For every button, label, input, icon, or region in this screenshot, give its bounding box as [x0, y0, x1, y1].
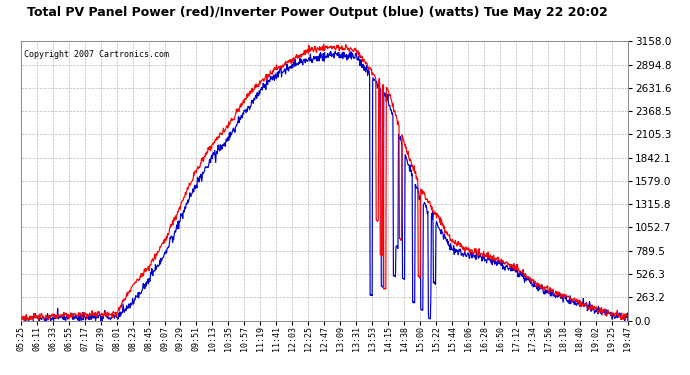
Text: Copyright 2007 Cartronics.com: Copyright 2007 Cartronics.com [23, 50, 169, 58]
Text: Total PV Panel Power (red)/Inverter Power Output (blue) (watts) Tue May 22 20:02: Total PV Panel Power (red)/Inverter Powe… [27, 6, 608, 19]
